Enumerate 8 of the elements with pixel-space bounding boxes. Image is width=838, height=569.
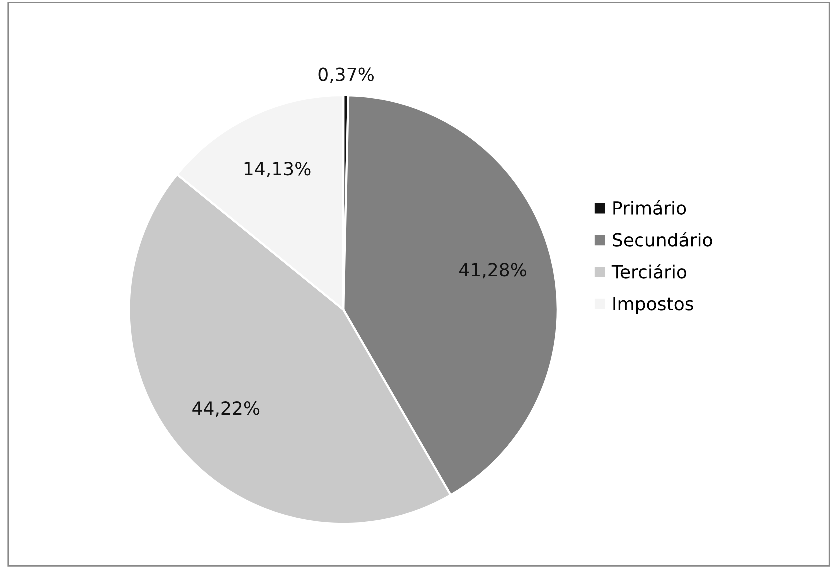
- data-label: 14,13%: [244, 162, 311, 178]
- data-label: 41,28%: [460, 263, 526, 279]
- data-label: 0,37%: [318, 68, 374, 84]
- legend-label: Terciário: [612, 264, 687, 279]
- legend-label: Secundário: [613, 232, 712, 247]
- legend-label: Impostos: [614, 297, 694, 314]
- legend-label: Primário: [614, 200, 686, 216]
- data-label: 44,22%: [192, 402, 260, 418]
